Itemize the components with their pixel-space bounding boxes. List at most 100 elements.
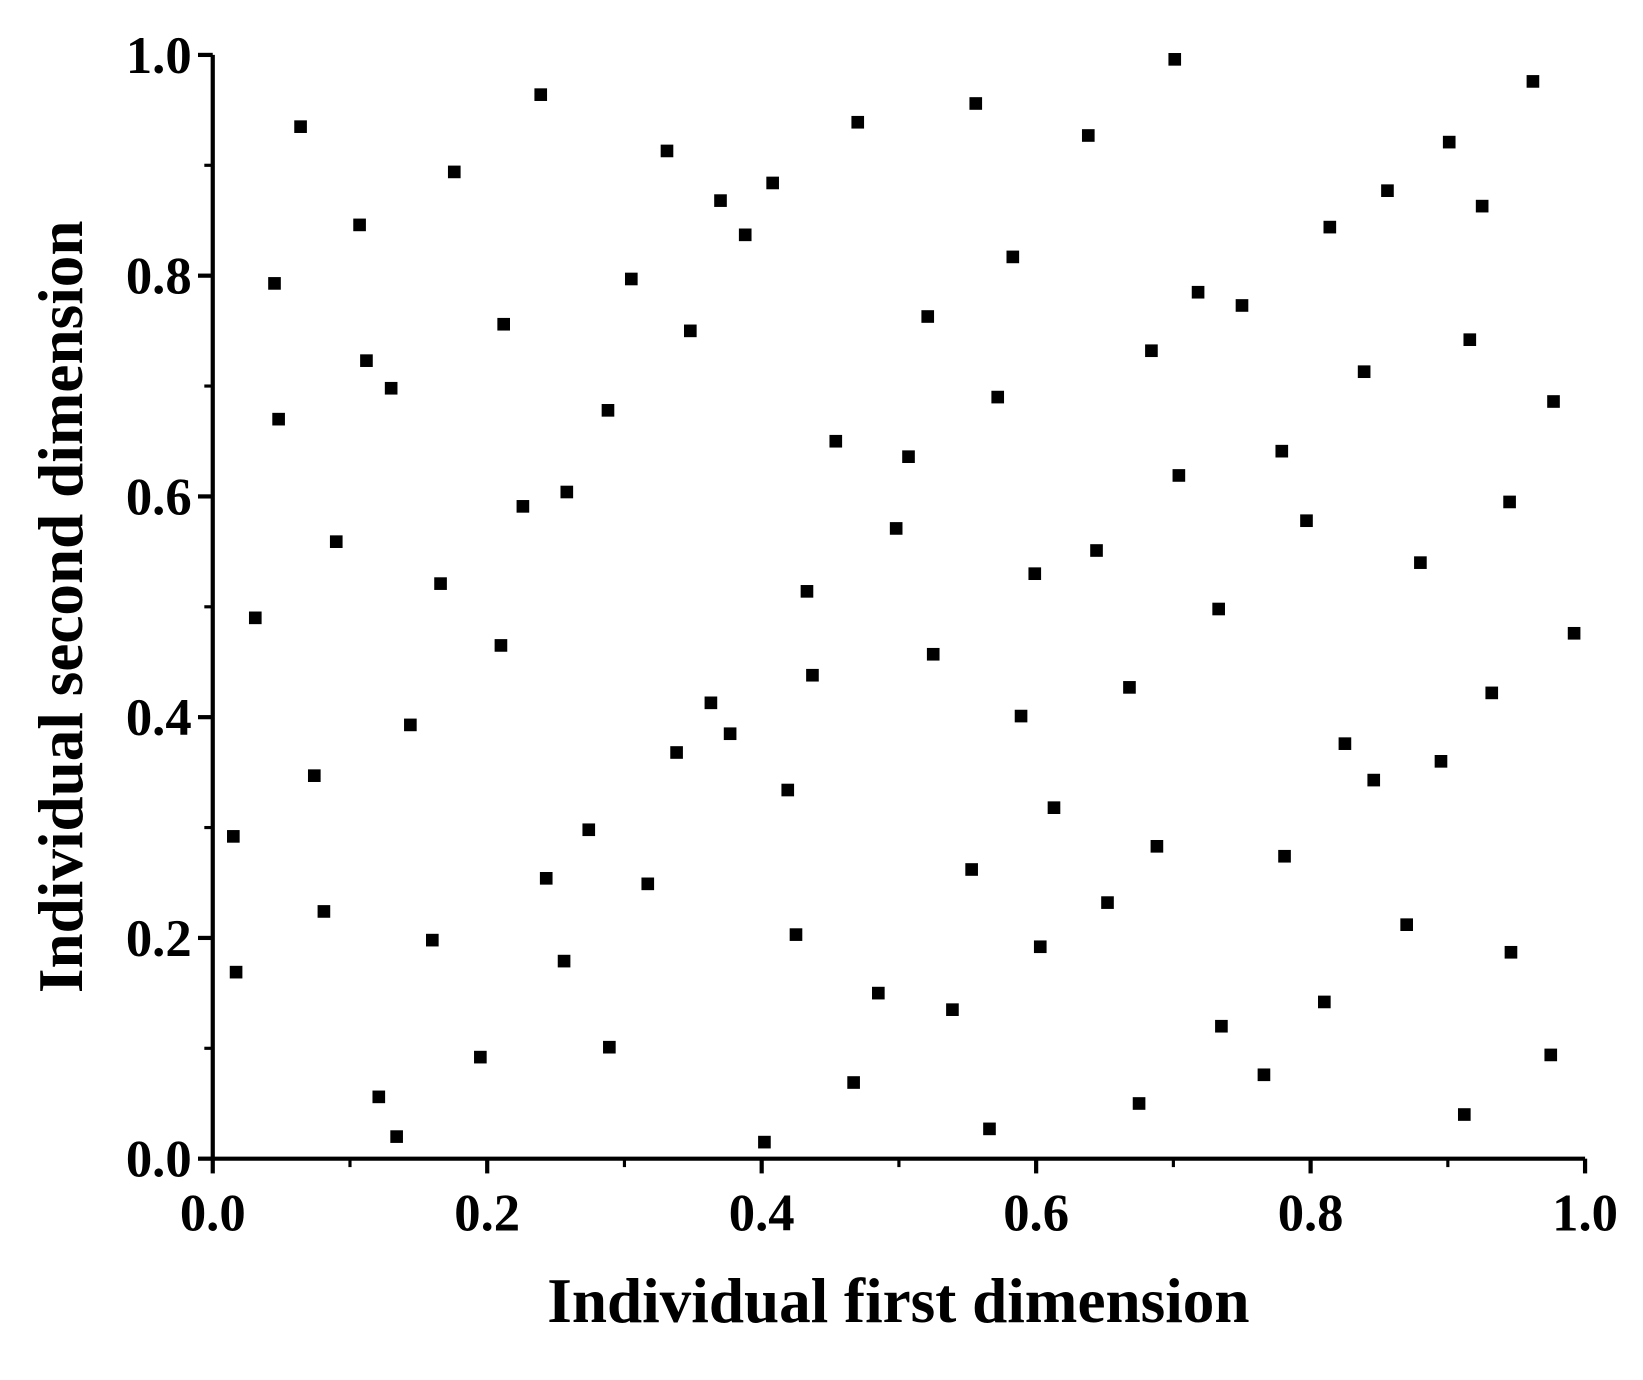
point <box>1033 940 1047 954</box>
point <box>800 585 814 598</box>
point <box>983 1122 996 1136</box>
point <box>624 272 638 286</box>
y-axis-title: Individual second dimension <box>26 221 96 994</box>
point <box>272 412 285 426</box>
point <box>539 872 553 885</box>
point <box>1275 444 1289 458</box>
point <box>1381 184 1394 197</box>
y-tick-label: 0.8 <box>126 248 192 306</box>
x-tick-label: 0.2 <box>454 1184 520 1242</box>
point <box>889 522 903 535</box>
y-tick-label: 0.4 <box>126 689 192 747</box>
point <box>1504 945 1518 959</box>
x-tick-label: 0.0 <box>180 1184 246 1242</box>
point <box>1357 365 1371 379</box>
point <box>660 144 674 158</box>
point <box>1101 896 1114 909</box>
point <box>1567 626 1581 640</box>
point <box>1028 567 1042 581</box>
point <box>1526 75 1540 88</box>
point <box>1145 344 1158 358</box>
point <box>1006 250 1020 264</box>
point <box>723 727 737 741</box>
point <box>390 1130 403 1143</box>
point <box>434 577 447 590</box>
point <box>1172 469 1186 482</box>
point <box>248 611 262 625</box>
point <box>516 500 530 513</box>
point <box>921 310 935 323</box>
point <box>1081 129 1095 142</box>
point <box>1367 773 1381 787</box>
point <box>1547 395 1560 408</box>
point <box>1278 849 1291 863</box>
point <box>601 404 615 417</box>
point <box>1485 686 1499 700</box>
point <box>1191 285 1205 299</box>
point <box>534 88 548 101</box>
point <box>560 485 574 499</box>
point <box>872 986 885 1000</box>
point <box>1323 220 1337 234</box>
point <box>902 450 915 464</box>
point <box>806 668 819 682</box>
point <box>704 696 718 710</box>
point <box>683 324 697 338</box>
point <box>227 830 240 843</box>
point <box>946 1003 959 1016</box>
point <box>1475 199 1489 213</box>
y-tick-label: 1.0 <box>126 27 192 85</box>
point <box>1215 1019 1228 1033</box>
point <box>497 317 510 331</box>
point <box>1544 1048 1558 1062</box>
point <box>1503 495 1516 509</box>
x-tick-label: 0.8 <box>1278 1184 1344 1242</box>
point <box>317 905 331 918</box>
point <box>969 97 983 110</box>
point <box>965 863 978 876</box>
x-tick-label: 1.0 <box>1552 1184 1618 1242</box>
x-axis-title: Individual first dimension <box>547 1266 1249 1336</box>
point <box>738 228 752 242</box>
point <box>353 218 366 232</box>
point <box>294 120 307 133</box>
point <box>1300 514 1313 528</box>
point <box>372 1090 386 1104</box>
point <box>991 390 1005 404</box>
point <box>1168 53 1182 66</box>
point <box>229 965 243 979</box>
point <box>1457 1108 1471 1121</box>
y-tick-label: 0.0 <box>126 1131 192 1189</box>
point <box>1123 681 1136 694</box>
point <box>1257 1068 1271 1082</box>
point <box>766 176 779 190</box>
point <box>360 354 373 367</box>
point <box>426 933 439 947</box>
point <box>851 115 865 129</box>
point <box>1442 135 1456 149</box>
point <box>847 1076 860 1089</box>
point <box>1463 333 1477 347</box>
y-tick-label: 0.2 <box>126 910 192 968</box>
point <box>329 535 343 548</box>
point <box>641 877 655 891</box>
point <box>789 928 803 941</box>
point <box>1014 709 1028 723</box>
point <box>781 783 795 797</box>
point <box>670 746 683 759</box>
y-tick-label: 0.6 <box>126 468 192 526</box>
point <box>1150 839 1164 853</box>
point <box>829 434 843 448</box>
point <box>384 381 398 395</box>
point <box>582 823 596 837</box>
point <box>307 769 321 782</box>
point <box>1212 602 1225 616</box>
point <box>1047 801 1061 815</box>
point <box>1414 556 1427 569</box>
point <box>474 1050 487 1064</box>
x-tick-label: 0.4 <box>729 1184 795 1242</box>
point <box>1235 299 1249 312</box>
point <box>1434 755 1448 768</box>
point <box>1090 544 1103 557</box>
